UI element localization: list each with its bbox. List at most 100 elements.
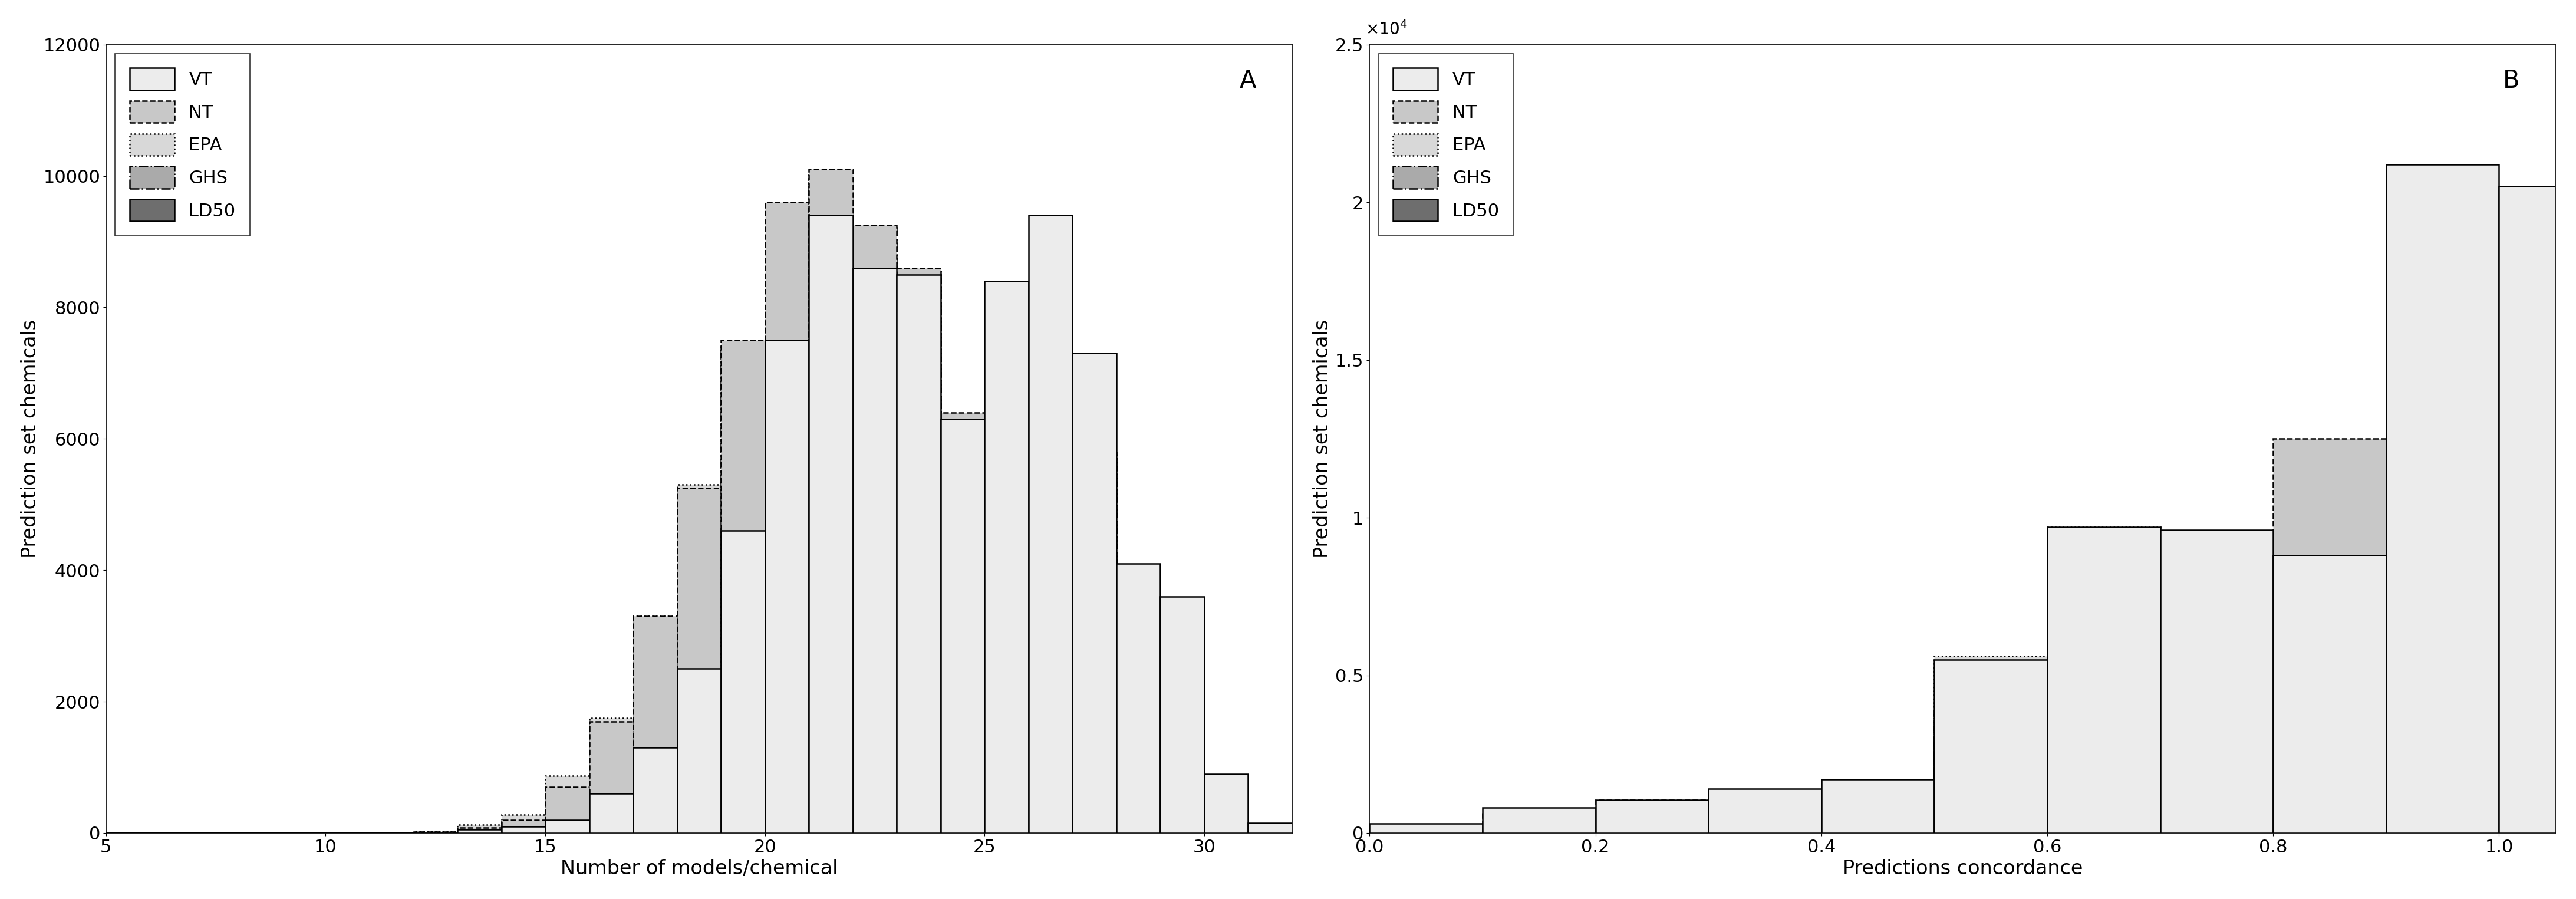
Bar [546, 818, 590, 833]
Bar [1821, 779, 1935, 833]
Bar [1821, 779, 1935, 833]
Bar [546, 820, 590, 833]
Bar [2499, 187, 2555, 833]
Bar [1595, 811, 1708, 833]
Bar [1935, 656, 2048, 833]
Bar [1595, 815, 1708, 833]
Bar [1481, 825, 1595, 833]
Bar [765, 343, 809, 833]
Bar [2048, 527, 2161, 833]
Bar [2048, 628, 2161, 833]
Bar [1028, 216, 1072, 833]
Bar [502, 826, 546, 833]
Bar [1115, 731, 1159, 833]
X-axis label: Number of models/chemical: Number of models/chemical [562, 859, 837, 878]
Bar [1072, 455, 1115, 833]
Legend: VT, NT, EPA, GHS, LD50: VT, NT, EPA, GHS, LD50 [116, 54, 250, 236]
Bar [2385, 537, 2499, 833]
Bar [502, 820, 546, 833]
Text: A: A [1239, 68, 1257, 93]
Bar [765, 396, 809, 833]
Bar [1595, 800, 1708, 833]
Bar [2272, 565, 2385, 833]
Bar [459, 828, 502, 833]
X-axis label: Predictions concordance: Predictions concordance [1842, 859, 2081, 878]
Bar [1935, 725, 2048, 833]
Bar [677, 488, 721, 833]
Bar [1203, 827, 1249, 833]
Bar [809, 179, 853, 833]
Bar [1708, 801, 1821, 833]
Bar [940, 425, 984, 833]
Bar [896, 268, 940, 833]
Bar [1159, 685, 1203, 833]
Bar [677, 485, 721, 833]
Bar [809, 216, 853, 833]
Bar [2272, 556, 2385, 833]
Bar [1072, 353, 1115, 833]
Bar [984, 416, 1028, 833]
Bar [984, 681, 1028, 833]
Bar [1708, 798, 1821, 833]
Bar [2161, 568, 2272, 833]
Bar [1028, 413, 1072, 833]
Bar [1935, 710, 2048, 833]
Bar [2272, 557, 2385, 833]
Bar [2499, 543, 2555, 833]
Bar [2499, 549, 2555, 833]
Bar [896, 268, 940, 833]
Bar [940, 504, 984, 833]
Bar [2272, 552, 2385, 833]
Bar [2272, 439, 2385, 833]
Bar [1481, 827, 1595, 833]
Bar [1115, 670, 1159, 833]
Bar [896, 419, 940, 833]
Bar [502, 821, 546, 833]
Bar [1370, 827, 1481, 833]
Bar [1708, 788, 1821, 833]
Bar [1072, 452, 1115, 833]
Bar [853, 226, 896, 833]
Bar [721, 347, 765, 833]
Bar [1159, 689, 1203, 833]
Bar [502, 814, 546, 833]
Y-axis label: Prediction set chemicals: Prediction set chemicals [1314, 319, 1332, 558]
Bar [765, 340, 809, 833]
Bar [2161, 574, 2272, 833]
Bar [1595, 814, 1708, 833]
Bar [940, 498, 984, 833]
Bar [1203, 827, 1249, 833]
Bar [1821, 788, 1935, 833]
Bar [2385, 557, 2499, 833]
Bar [1821, 788, 1935, 833]
Bar [459, 828, 502, 833]
Bar [896, 274, 940, 833]
Bar [984, 406, 1028, 833]
Bar [2048, 654, 2161, 833]
Bar [2385, 557, 2499, 833]
Text: $\times10^4$: $\times10^4$ [1365, 21, 1409, 38]
Bar [677, 492, 721, 833]
Bar [1159, 685, 1203, 833]
Bar [853, 226, 896, 833]
Bar [2048, 527, 2161, 833]
Bar [2048, 641, 2161, 833]
Bar [721, 504, 765, 833]
Bar [1115, 665, 1159, 833]
Bar [634, 705, 677, 833]
Bar [1028, 681, 1072, 833]
Bar [984, 281, 1028, 833]
Bar [634, 748, 677, 833]
Bar [765, 202, 809, 833]
Bar [1935, 660, 2048, 833]
Bar [940, 413, 984, 833]
Bar [984, 409, 1028, 833]
Bar [809, 170, 853, 833]
Bar [634, 616, 677, 833]
Bar [1370, 832, 1481, 833]
Bar [2161, 568, 2272, 833]
Bar [1370, 823, 1481, 833]
Bar [1203, 826, 1249, 833]
Bar [721, 350, 765, 833]
Bar [2499, 667, 2555, 833]
